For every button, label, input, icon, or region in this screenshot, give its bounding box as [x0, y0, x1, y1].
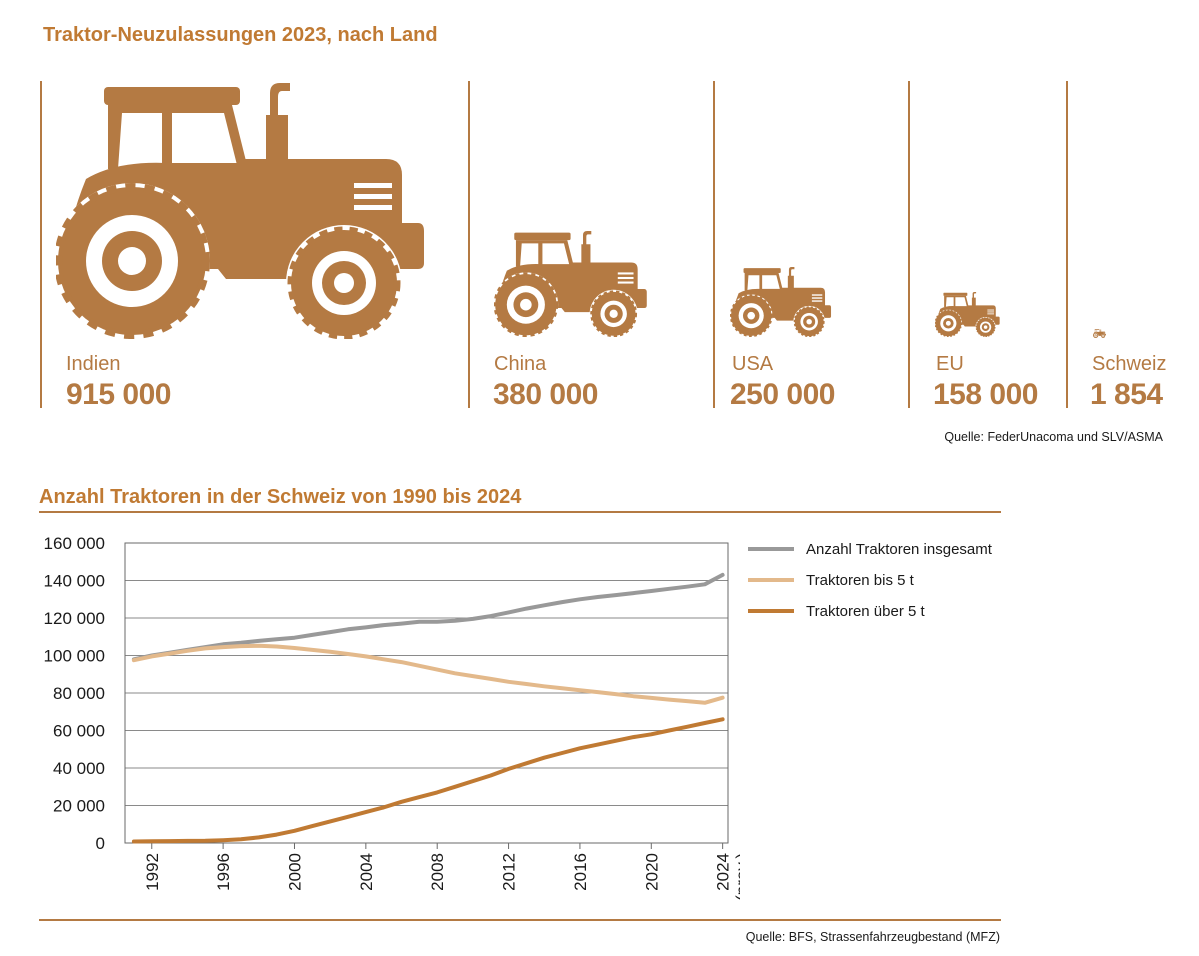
country-label-schweiz: Schweiz: [1092, 353, 1167, 375]
country-value-eu: 158 000: [933, 378, 1038, 411]
bottom-source: Quelle: BFS, Strassenfahrzeugbestand (MF…: [745, 930, 1000, 944]
top-title: Traktor-Neuzulassungen 2023, nach Land: [43, 24, 438, 46]
legend-swatch-heavy: [748, 609, 794, 613]
plot-frame: [124, 542, 729, 844]
country-label-china: China: [494, 353, 547, 375]
divider-1: [40, 81, 42, 408]
legend-item-light: Traktoren bis 5 t: [748, 570, 914, 590]
legend-label-total: Anzahl Traktoren insgesamt: [806, 540, 992, 558]
tractor-icon-usa: [730, 267, 832, 337]
x-tick-label-5: 2012: [500, 853, 519, 891]
y-tick-label-6: 120 000: [44, 609, 105, 628]
x-tick-label-0: 1992: [143, 853, 162, 891]
divider-2: [468, 81, 470, 408]
country-value-indien: 915 000: [66, 378, 171, 411]
tractor-icon-schweiz: [1093, 329, 1106, 338]
x-tick-label-3: 2004: [357, 853, 376, 891]
y-tick-label-0: 0: [96, 834, 105, 853]
x-tick-label-6: 2016: [571, 853, 590, 891]
country-value-usa: 250 000: [730, 378, 835, 411]
series-line-0: [131, 572, 725, 662]
legend-item-heavy: Traktoren über 5 t: [748, 601, 925, 621]
rule-bottom: [39, 919, 1001, 921]
x-tick-label-1: 1996: [214, 853, 233, 891]
y-tick-label-7: 140 000: [44, 572, 105, 591]
country-value-schweiz: 1 854: [1090, 378, 1163, 411]
y-tick-label-8: 160 000: [44, 534, 105, 553]
country-value-china: 380 000: [493, 378, 598, 411]
y-tick-label-1: 20 000: [53, 797, 105, 816]
series-line-1: [131, 643, 725, 705]
x-tick-label-4: 2008: [428, 853, 447, 891]
rule-top: [39, 511, 1001, 513]
tractor-icon-eu: [935, 292, 1000, 337]
y-tick-label-5: 100 000: [44, 647, 105, 666]
legend-swatch-total: [748, 547, 794, 551]
top-source: Quelle: FederUnacoma und SLV/ASMA: [944, 430, 1163, 444]
x-tick-sublabel: (prov.): [733, 853, 740, 901]
y-tick-label-2: 40 000: [53, 759, 105, 778]
tractor-icon-china: [494, 231, 648, 337]
chart-title: Anzahl Traktoren in der Schweiz von 1990…: [39, 486, 522, 508]
country-label-usa: USA: [732, 353, 774, 375]
series-line-2: [131, 717, 725, 844]
x-tick-label-2: 2000: [285, 853, 304, 891]
divider-4: [908, 81, 910, 408]
legend-swatch-light: [748, 578, 794, 582]
y-tick-label-3: 60 000: [53, 722, 105, 741]
divider-5: [1066, 81, 1068, 408]
tractor-icon-indien: [56, 83, 426, 339]
x-tick-label-8: 2024: [714, 853, 733, 891]
y-tick-label-4: 80 000: [53, 684, 105, 703]
legend-label-heavy: Traktoren über 5 t: [806, 602, 925, 620]
line-chart: 0 20 000 40 000 60 000 80 000 100 000 120 000 1…: [44, 534, 740, 901]
country-label-eu: EU: [936, 353, 964, 375]
divider-3: [713, 81, 715, 408]
legend-label-light: Traktoren bis 5 t: [806, 571, 914, 589]
legend-item-total: Anzahl Traktoren insgesamt: [748, 539, 992, 559]
country-label-indien: Indien: [66, 353, 121, 375]
x-tick-label-7: 2020: [642, 853, 661, 891]
